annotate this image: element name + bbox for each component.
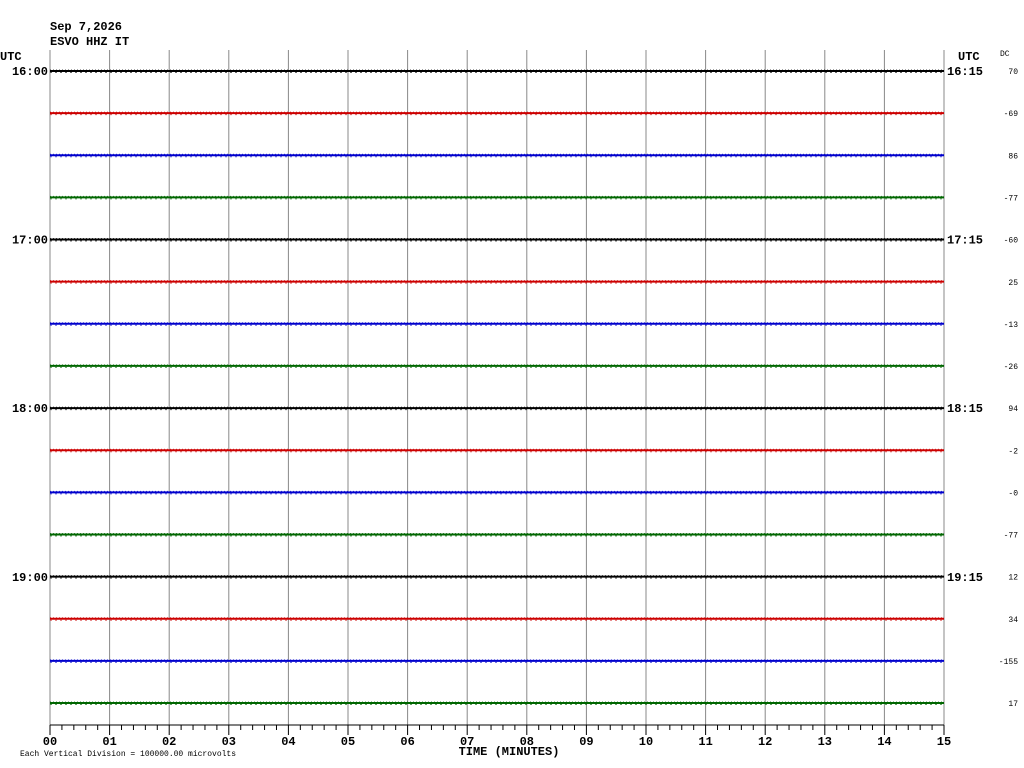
x-axis-label: TIME (MINUTES) [459, 745, 560, 759]
dc-offset: 94 [1008, 405, 1018, 414]
right-time-label: 19:15 [947, 571, 983, 585]
right-time-label: 17:15 [947, 234, 983, 248]
x-tick-label: 13 [818, 735, 832, 749]
left-time-label: 17:00 [12, 234, 48, 248]
dc-offset: -2 [1008, 447, 1018, 456]
x-tick-label: 08 [520, 735, 534, 749]
left-time-label: 16:00 [12, 65, 48, 79]
left-time-label: 19:00 [12, 571, 48, 585]
x-tick-label: 05 [341, 735, 355, 749]
x-tick-label: 04 [281, 735, 295, 749]
dc-offset: -0 [1008, 489, 1018, 498]
dc-offset: -13 [1004, 321, 1019, 330]
x-tick-label: 10 [639, 735, 653, 749]
dc-offset: -26 [1004, 363, 1019, 372]
dc-offset: 34 [1008, 616, 1018, 625]
x-tick-label: 02 [162, 735, 176, 749]
dc-offset: 70 [1008, 68, 1018, 77]
right-time-label: 18:15 [947, 402, 983, 416]
x-tick-label: 06 [400, 735, 414, 749]
x-tick-label: 07 [460, 735, 474, 749]
dc-offset: 12 [1008, 574, 1018, 583]
dc-offset: 25 [1008, 279, 1018, 288]
x-tick-label: 00 [43, 735, 57, 749]
dc-offset: -77 [1004, 532, 1019, 541]
footnote: Each Vertical Division = 100000.00 micro… [20, 750, 236, 759]
left-time-label: 18:00 [12, 402, 48, 416]
left-axis-label: UTC [0, 50, 22, 64]
x-tick-label: 14 [877, 735, 891, 749]
x-tick-label: 01 [102, 735, 116, 749]
x-tick-label: 15 [937, 735, 951, 749]
right-time-label: 16:15 [947, 65, 983, 79]
x-tick-label: 12 [758, 735, 772, 749]
right-axis-label: UTC [958, 50, 980, 64]
dc-offset: 17 [1008, 700, 1018, 709]
dc-label: DC [1000, 50, 1010, 59]
dc-offset: -155 [999, 658, 1018, 667]
x-tick-label: 11 [698, 735, 712, 749]
dc-offset: -77 [1004, 195, 1019, 204]
date: Sep 7,2026 [50, 20, 122, 34]
dc-offset: -60 [1004, 237, 1019, 246]
dc-offset: 86 [1008, 152, 1018, 161]
x-tick-label: 03 [222, 735, 236, 749]
x-tick-label: 09 [579, 735, 593, 749]
station: ESVO HHZ IT [50, 35, 129, 49]
dc-offset: -69 [1004, 110, 1019, 119]
